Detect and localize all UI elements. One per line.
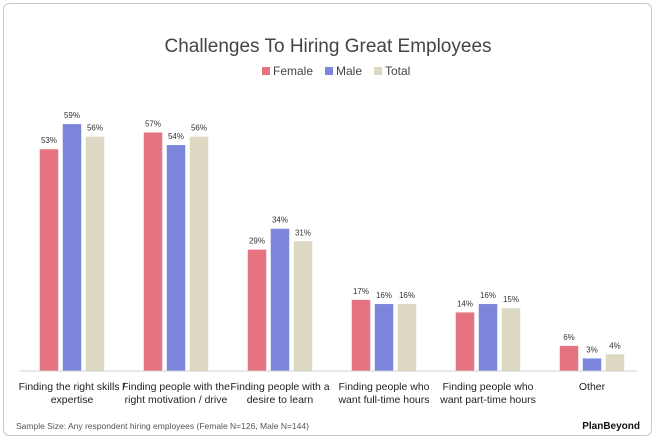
bar-chart: Challenges To Hiring Great Employees Fem… (16, 36, 640, 432)
category-label-1-1: right motivation / drive (125, 394, 228, 406)
category-label-3-1: want full-time hours (337, 394, 429, 406)
category-label-0-1: expertise (51, 394, 94, 406)
data-label-male-1: 54% (168, 132, 184, 141)
category-label-0-0: Finding the right skills / (19, 381, 126, 393)
bars: 53% 59% 56% 57% 54% 56% 29% 34% 31% 17% 16% 16% 14% 1… (39, 111, 625, 371)
data-label-male-3: 16% (376, 291, 392, 300)
bar-female-2 (247, 249, 267, 371)
bar-male-0 (62, 124, 82, 371)
bar-female-4 (455, 312, 475, 371)
brand-logo: PlanBeyond (582, 421, 640, 432)
bar-female-3 (351, 299, 371, 371)
bar-male-1 (166, 145, 186, 371)
legend-swatch-female (262, 67, 270, 75)
data-label-female-3: 17% (353, 287, 369, 296)
bar-total-3 (397, 304, 417, 371)
bar-total-5 (605, 354, 625, 371)
data-label-total-3: 16% (399, 291, 415, 300)
data-label-male-4: 16% (480, 291, 496, 300)
bar-male-4 (478, 304, 498, 371)
category-labels: Finding the right skills /expertise Findi… (19, 381, 606, 406)
legend-label-total: Total (385, 64, 410, 78)
category-label-1-0: Finding people with the (122, 381, 230, 393)
category-label-4-0: Finding people who (442, 381, 533, 393)
bar-female-1 (143, 132, 163, 371)
category-label-4-1: want part-time hours (439, 394, 536, 406)
data-label-female-2: 29% (249, 237, 265, 246)
data-label-total-0: 56% (87, 124, 103, 133)
data-label-total-1: 56% (191, 124, 207, 133)
data-label-female-5: 6% (563, 333, 575, 342)
data-label-female-1: 57% (145, 119, 161, 128)
data-label-male-0: 59% (64, 111, 80, 120)
data-label-total-2: 31% (295, 228, 311, 237)
chart-title: Challenges To Hiring Great Employees (164, 36, 491, 57)
data-label-male-2: 34% (272, 216, 288, 225)
legend-swatch-male (325, 67, 333, 75)
data-label-total-5: 4% (609, 341, 621, 350)
category-label-2-0: Finding people with a (230, 381, 329, 393)
bar-total-1 (189, 136, 209, 371)
bar-male-3 (374, 304, 394, 371)
legend-swatch-total (374, 67, 382, 75)
legend-label-female: Female (273, 64, 313, 78)
category-label-5-0: Other (579, 381, 606, 393)
bar-female-0 (39, 149, 59, 371)
bar-male-2 (270, 228, 290, 371)
data-label-female-0: 53% (41, 136, 57, 145)
bar-male-5 (582, 358, 602, 371)
legend-label-male: Male (336, 64, 362, 78)
bar-total-0 (85, 136, 105, 371)
chart-frame: Challenges To Hiring Great Employees Fem… (3, 3, 652, 436)
sample-size-note: Sample Size: Any respondent hiring emplo… (16, 421, 309, 431)
category-label-3-0: Finding people who (338, 381, 429, 393)
legend: Female Male Total (262, 64, 410, 78)
bar-female-5 (559, 345, 579, 371)
data-label-total-4: 15% (503, 295, 519, 304)
data-label-male-5: 3% (586, 345, 598, 354)
bar-total-2 (293, 241, 313, 371)
bar-total-4 (501, 308, 521, 371)
data-label-female-4: 14% (457, 299, 473, 308)
category-label-2-1: desire to learn (247, 394, 314, 406)
